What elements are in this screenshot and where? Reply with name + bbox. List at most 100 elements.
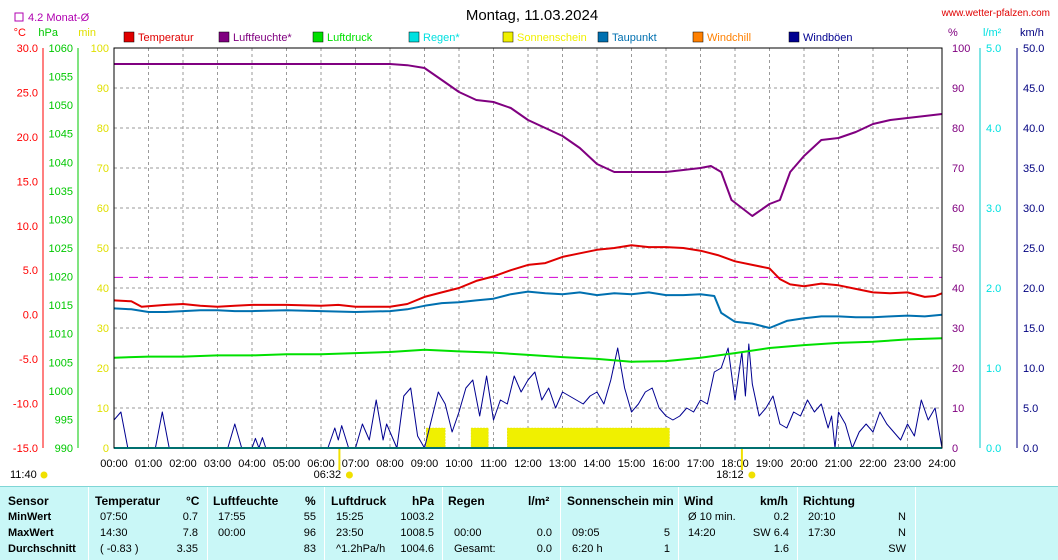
- wind-value: 0.2: [773, 511, 789, 523]
- x-tick-label: 16:00: [652, 458, 680, 470]
- legend-swatch: [692, 31, 704, 43]
- x-tick-label: 23:00: [894, 458, 922, 470]
- wind-time: Ø 10 min.: [688, 511, 736, 523]
- axis-tick-humidity: 0: [952, 443, 958, 455]
- x-tick-label: 00:00: [100, 458, 128, 470]
- temperature-value: 7.8: [182, 527, 198, 539]
- axis-tick-humidity: 70: [952, 163, 964, 175]
- axis-tick-temp: -10.0: [13, 399, 38, 411]
- axis-tick-minutes: 0: [103, 443, 109, 455]
- direction-value: N: [898, 511, 906, 523]
- header-wind: Wind: [684, 494, 714, 508]
- moonrise-icon: [40, 471, 48, 479]
- axis-tick-minutes: 100: [91, 43, 109, 55]
- legend-swatch: [408, 31, 420, 43]
- sunrise-icon: [345, 471, 353, 479]
- axis-tick-wind: 30.0: [1023, 203, 1044, 215]
- axis-tick-minutes: 60: [97, 203, 109, 215]
- axis-tick-pressure: 1015: [49, 300, 73, 312]
- x-tick-label: 08:00: [376, 458, 404, 470]
- temperature-value: 0.7: [182, 511, 198, 523]
- header-humidity-unit: %: [305, 494, 316, 508]
- humidity-value: 96: [303, 527, 316, 539]
- legend-label: Luftdruck: [327, 32, 373, 44]
- sunshine-value: 1: [663, 543, 670, 555]
- x-tick-label: 11:00: [480, 458, 507, 470]
- axis-tick-humidity: 10: [952, 403, 964, 415]
- axis-tick-wind: 40.0: [1023, 123, 1044, 135]
- humidity-value: 55: [303, 511, 316, 523]
- plot-border: [113, 47, 943, 449]
- statistics-table: Sensor Temperatur °C Luftfeuchte % Luftd…: [0, 486, 1058, 560]
- sunshine-bar: [425, 427, 446, 448]
- pressure-time: 23:50: [336, 527, 364, 539]
- rain-value: 0.0: [536, 543, 552, 555]
- axis-tick-rain: 3.0: [986, 203, 1001, 215]
- axis-tick-minutes: 40: [97, 283, 109, 295]
- x-tick-label: 02:00: [169, 458, 197, 470]
- axis-tick-wind: 25.0: [1023, 243, 1044, 255]
- legend-label: Sonnenschein: [517, 32, 587, 44]
- x-tick-label: 20:00: [790, 458, 818, 470]
- axis-tick-pressure: 1020: [49, 272, 73, 284]
- pressure-value: 1008.5: [400, 527, 434, 539]
- sunset-icon: [748, 471, 756, 479]
- x-tick-label: 06:00: [307, 458, 335, 470]
- axis-tick-temp: 15.0: [17, 176, 38, 188]
- axis-tick-humidity: 30: [952, 323, 964, 335]
- axis-tick-rain: 1.0: [986, 363, 1001, 375]
- legend-label: Luftfeuchte*: [233, 32, 292, 44]
- row-label: Durchschnitt: [8, 543, 76, 555]
- header-pressure-unit: hPa: [412, 494, 435, 508]
- x-tick-label: 12:00: [514, 458, 542, 470]
- rain-time: Gesamt:: [454, 543, 496, 555]
- temperature-time: 14:30: [100, 527, 128, 539]
- axis-unit-wind: km/h: [1020, 27, 1044, 39]
- pressure-time: 15:25: [336, 511, 364, 523]
- axis-tick-temp: 30.0: [17, 43, 38, 55]
- direction-value: SW: [888, 543, 906, 555]
- axis-tick-pressure: 1010: [49, 329, 73, 341]
- sunshine-bar: [507, 427, 670, 448]
- sunshine-time: 6:20 h: [572, 543, 603, 555]
- axis-tick-humidity: 90: [952, 83, 964, 95]
- axis-tick-rain: 2.0: [986, 283, 1001, 295]
- legend-label: Windchill: [707, 32, 751, 44]
- site-url: www.wetter-pfalzen.com: [941, 8, 1050, 19]
- rain-value: 0.0: [536, 527, 552, 539]
- x-tick-label: 22:00: [859, 458, 887, 470]
- legend-swatch: [312, 31, 324, 43]
- sunrise-time: 06:32: [314, 469, 342, 481]
- header-temperature-unit: °C: [186, 494, 200, 508]
- axis-tick-wind: 50.0: [1023, 43, 1044, 55]
- axis-tick-wind: 35.0: [1023, 163, 1044, 175]
- legend-swatch: [502, 31, 514, 43]
- sunshine-bar: [470, 427, 489, 448]
- axis-tick-humidity: 60: [952, 203, 964, 215]
- x-tick-label: 04:00: [238, 458, 266, 470]
- series-line-pressure: [113, 337, 943, 363]
- axis-tick-pressure: 995: [55, 414, 73, 426]
- axis-tick-pressure: 1025: [49, 243, 73, 255]
- header-pressure: Luftdruck: [331, 494, 387, 508]
- table-divider: [797, 487, 798, 560]
- axis-tick-pressure: 1000: [49, 386, 73, 398]
- header-temperature: Temperatur: [95, 494, 161, 508]
- sunshine-time: 09:05: [572, 527, 600, 539]
- pressure-value: 1003.2: [400, 511, 434, 523]
- humidity-value: 83: [303, 543, 316, 555]
- sunset-time: 18:12: [716, 469, 744, 481]
- x-tick-label: 14:00: [583, 458, 611, 470]
- pressure-time: ^1.2hPa/h: [336, 543, 386, 555]
- axis-tick-pressure: 1060: [49, 43, 73, 55]
- direction-time: 17:30: [808, 527, 836, 539]
- x-tick-label: 07:00: [342, 458, 370, 470]
- legend-label: Regen*: [423, 32, 460, 44]
- legend-swatch: [218, 31, 230, 43]
- wind-value: 1.6: [773, 543, 789, 555]
- table-divider: [324, 487, 325, 560]
- axis-tick-minutes: 90: [97, 83, 109, 95]
- humidity-time: 17:55: [218, 511, 246, 523]
- x-tick-label: 09:00: [411, 458, 439, 470]
